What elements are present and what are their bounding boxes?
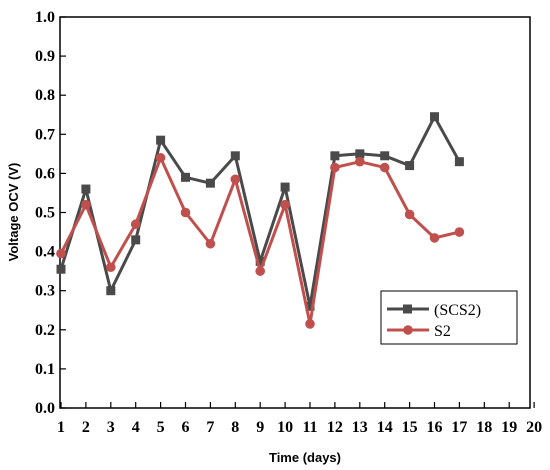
data-point-s2 <box>106 262 116 273</box>
x-tick-label: 16 <box>427 419 443 436</box>
x-tick-label: 8 <box>231 419 239 436</box>
series-layer <box>56 112 465 329</box>
data-point-scs2 <box>430 112 439 122</box>
x-axis-title: Time (days) <box>269 450 341 465</box>
x-tick-label: 9 <box>256 419 264 436</box>
x-tick-label: 19 <box>501 419 517 436</box>
y-axis-ticks: 0.0 0.1 0.2 0.3 0.4 0.5 0.6 0.7 0.8 0.9 1.0 <box>35 9 66 417</box>
x-tick-label: 20 <box>526 419 542 436</box>
y-tick-label: 0.0 <box>35 400 55 417</box>
x-tick-label: 3 <box>107 419 115 436</box>
legend-box <box>380 290 518 345</box>
x-tick-label: 17 <box>451 419 467 436</box>
data-point-scs2 <box>56 264 66 274</box>
data-point-s2 <box>56 248 66 259</box>
data-point-scs2 <box>106 286 116 296</box>
data-point-s2 <box>81 199 91 210</box>
data-point-scs2 <box>380 151 390 161</box>
data-point-scs2 <box>454 157 464 167</box>
legend-marker-s2 <box>403 325 413 335</box>
data-point-s2 <box>280 199 290 210</box>
data-point-s2 <box>230 174 241 185</box>
legend: (SCS2) S2 <box>380 290 518 345</box>
data-point-scs2 <box>230 151 240 161</box>
x-axis-ticks: 1 2 3 4 5 6 7 8 9 10 11 12 13 14 15 16 17 18 19 20 <box>57 402 542 436</box>
legend-marker-scs2 <box>403 304 412 314</box>
y-tick-label: 0.7 <box>35 126 55 143</box>
data-point-scs2 <box>181 172 190 182</box>
x-tick-label: 5 <box>157 419 165 436</box>
data-point-scs2 <box>81 184 91 194</box>
x-tick-label: 10 <box>277 419 293 436</box>
x-tick-label: 13 <box>352 419 368 436</box>
data-point-scs2 <box>355 149 365 159</box>
x-tick-label: 18 <box>476 419 492 436</box>
y-tick-label: 0.9 <box>35 48 55 65</box>
data-point-scs2 <box>205 178 215 188</box>
x-tick-label: 2 <box>82 419 90 436</box>
x-tick-label: 4 <box>132 419 140 436</box>
data-point-scs2 <box>255 256 265 266</box>
series-s2 <box>56 152 465 329</box>
y-tick-label: 0.8 <box>35 87 55 104</box>
y-tick-label: 0.3 <box>35 283 55 300</box>
x-tick-label: 14 <box>377 419 393 436</box>
data-point-scs2 <box>280 182 290 192</box>
data-point-scs2 <box>405 161 415 171</box>
data-point-scs2 <box>305 301 315 311</box>
series-scs2 <box>56 112 464 311</box>
data-point-s2 <box>429 233 440 243</box>
plot-frame <box>59 16 531 409</box>
data-point-s2 <box>404 209 415 220</box>
data-point-s2 <box>355 156 365 167</box>
y-tick-label: 0.2 <box>35 322 55 339</box>
data-point-s2 <box>379 162 390 173</box>
data-point-s2 <box>255 266 265 276</box>
x-tick-label: 12 <box>327 419 343 436</box>
data-point-scs2 <box>330 151 340 161</box>
y-tick-label: 0.6 <box>35 165 55 182</box>
data-point-s2 <box>155 152 166 163</box>
data-point-s2 <box>180 207 191 218</box>
data-point-s2 <box>130 219 141 230</box>
y-axis-title: Voltage OCV (V) <box>6 163 21 262</box>
data-point-s2 <box>205 238 216 249</box>
data-point-scs2 <box>131 235 141 245</box>
y-tick-label: 0.5 <box>35 205 55 222</box>
data-point-s2 <box>454 227 465 237</box>
x-tick-label: 7 <box>206 419 214 436</box>
data-point-s2 <box>330 162 340 173</box>
x-tick-label: 1 <box>57 419 65 436</box>
series-line-scs2 <box>59 115 461 308</box>
y-tick-label: 0.1 <box>35 361 55 378</box>
y-tick-label: 1.0 <box>35 9 55 26</box>
x-tick-label: 11 <box>302 419 317 436</box>
legend-label-s2: S2 <box>434 323 451 340</box>
legend-label-scs2: (SCS2) <box>434 302 481 319</box>
x-tick-label: 6 <box>182 419 190 436</box>
x-tick-label: 15 <box>402 419 418 436</box>
data-point-scs2 <box>156 135 166 145</box>
y-tick-label: 0.4 <box>35 244 55 261</box>
data-point-s2 <box>305 319 315 329</box>
